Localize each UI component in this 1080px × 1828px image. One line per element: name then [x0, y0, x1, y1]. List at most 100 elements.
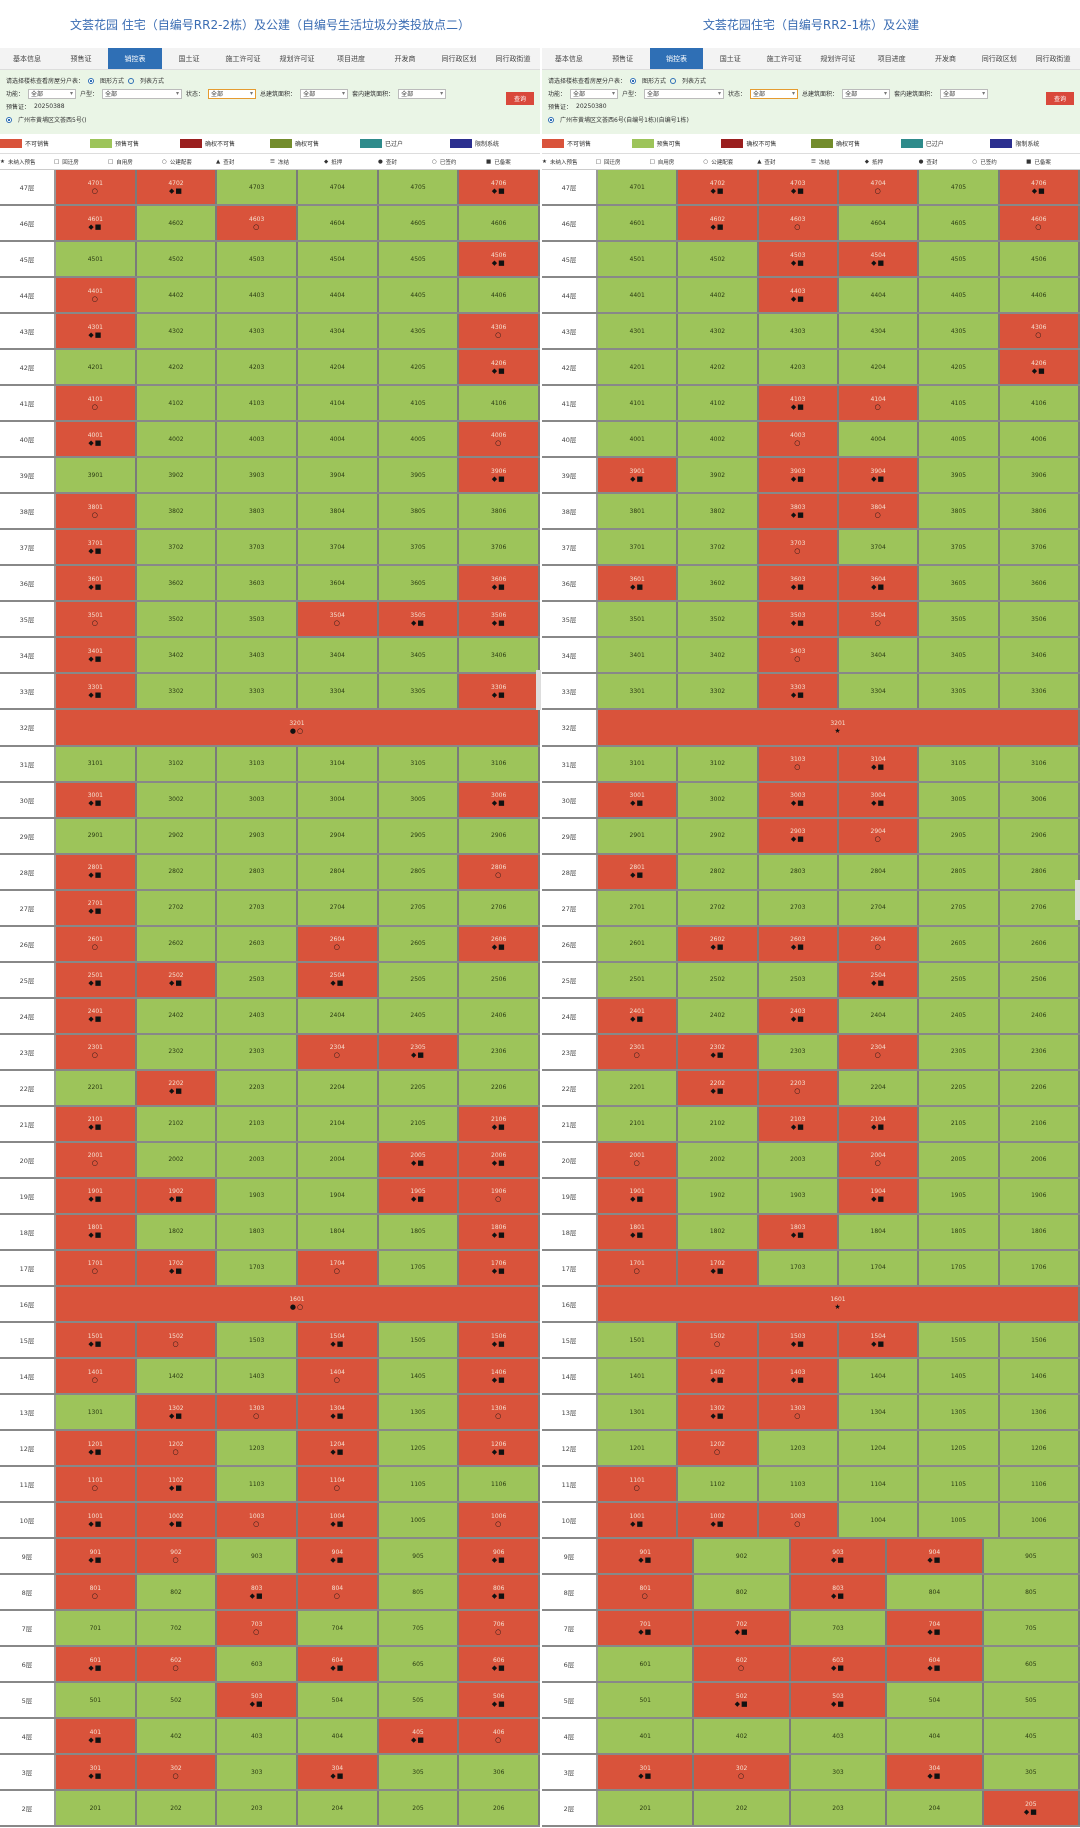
unit-cell[interactable]: 702 — [136, 1611, 218, 1646]
unit-cell[interactable]: 1801 ◆■ — [598, 1214, 679, 1249]
unit-cell[interactable]: 2006 ◆■ — [459, 1142, 540, 1177]
unit-cell[interactable]: 1304 ◆■ — [298, 1395, 379, 1430]
unit-cell[interactable]: 903 — [217, 1539, 299, 1574]
unit-cell[interactable]: 4302 — [678, 314, 759, 349]
unit-cell[interactable]: 1802 — [136, 1214, 218, 1249]
unit-cell[interactable]: 3105 — [378, 746, 460, 781]
unit-cell[interactable]: 2103 ◆■ — [758, 1106, 839, 1141]
unit-cell[interactable]: 3302 — [678, 674, 759, 709]
tab-9[interactable]: 同行政街道 — [1035, 54, 1071, 63]
unit-cell[interactable]: 2301 ○ — [598, 1034, 679, 1069]
unit-cell[interactable]: 1305 — [919, 1395, 1000, 1430]
unit-cell[interactable]: 4401 — [598, 278, 679, 313]
unit-cell[interactable]: 2005 — [919, 1142, 1000, 1177]
unit-cell[interactable]: 4204 — [298, 350, 379, 385]
unit-cell[interactable]: 2701 — [598, 890, 679, 925]
unit-cell[interactable]: 1404 ○ — [298, 1359, 379, 1394]
unit-cell[interactable]: 501 — [598, 1683, 695, 1718]
unit-cell[interactable]: 4106 — [999, 386, 1080, 421]
unit-cell[interactable]: 2706 — [999, 890, 1080, 925]
unit-cell[interactable]: 3301 ◆■ — [56, 674, 137, 709]
unit-cell[interactable]: 2705 — [919, 890, 1000, 925]
unit-cell[interactable]: 3405 — [919, 638, 1000, 673]
unit-cell[interactable]: 3601 ◆■ — [598, 566, 679, 601]
unit-cell[interactable]: 1204 ◆■ — [298, 1431, 379, 1466]
unit-cell[interactable]: 2901 — [56, 818, 137, 853]
unit-cell[interactable]: 2503 — [758, 962, 839, 997]
unit-cell[interactable]: 4704 ○ — [838, 170, 920, 205]
tab-6[interactable]: 项目进度 — [337, 54, 365, 63]
unit-cell[interactable]: 4205 — [919, 350, 1000, 385]
unit-cell[interactable]: 2904 — [298, 818, 379, 853]
unit-cell[interactable]: 3504 ○ — [298, 602, 379, 637]
unit-cell[interactable]: 1001 ◆■ — [56, 1503, 137, 1538]
unit-cell[interactable]: 903 ◆■ — [790, 1539, 888, 1574]
unit-cell[interactable]: 1203 — [217, 1431, 299, 1466]
unit-cell[interactable]: 1303 ○ — [217, 1395, 299, 1430]
unit-cell[interactable]: 3605 — [378, 566, 460, 601]
unit-cell[interactable]: 2501 — [598, 962, 679, 997]
unit-cell[interactable]: 406 ○ — [459, 1719, 540, 1754]
unit-cell[interactable]: 4402 — [136, 278, 218, 313]
unit-cell[interactable]: 2002 — [678, 1142, 759, 1177]
unit-cell[interactable]: 3801 ○ — [56, 494, 137, 529]
filter-status-select[interactable]: 全部 ▾ — [750, 88, 799, 99]
unit-cell[interactable]: 1501 ◆■ — [56, 1323, 137, 1358]
filter-inner-select[interactable]: 全部 ▾ — [398, 88, 447, 99]
unit-cell[interactable]: 3705 — [919, 530, 1000, 565]
unit-cell[interactable]: 1702 ◆■ — [136, 1250, 218, 1285]
unit-cell[interactable]: 4206 ◆■ — [999, 350, 1080, 385]
unit-cell[interactable]: 1404 — [838, 1359, 920, 1394]
unit-cell[interactable]: 2403 — [217, 998, 299, 1033]
unit-cell[interactable]: 2205 — [919, 1070, 1000, 1105]
unit-cell[interactable]: 3506 — [999, 602, 1080, 637]
unit-cell[interactable]: 1506 ◆■ — [459, 1323, 540, 1358]
unit-cell[interactable]: 3303 ◆■ — [758, 674, 839, 709]
unit-cell[interactable]: 602 ○ — [136, 1647, 218, 1682]
unit-cell[interactable]: 1004 — [838, 1503, 920, 1538]
unit-cell[interactable]: 4702 ◆■ — [678, 170, 759, 205]
unit-cell[interactable]: 4304 — [838, 314, 920, 349]
unit-cell[interactable]: 3002 — [678, 782, 759, 817]
unit-cell[interactable]: 4205 — [378, 350, 460, 385]
unit-cell[interactable]: 3901 ◆■ — [598, 458, 679, 493]
unit-cell[interactable]: 3706 — [999, 530, 1080, 565]
unit-cell[interactable]: 4702 ◆■ — [136, 170, 218, 205]
unit-cell[interactable]: 4503 — [217, 242, 299, 277]
unit-cell[interactable]: 305 — [378, 1755, 460, 1790]
unit-cell[interactable]: 3004 ◆■ — [838, 782, 920, 817]
unit-cell[interactable]: 3601 ◆■ — [56, 566, 137, 601]
unit-cell[interactable]: 901 ◆■ — [56, 1539, 137, 1574]
unit-cell[interactable]: 1005 — [919, 1503, 1000, 1538]
unit-cell[interactable]: 1105 — [919, 1467, 1000, 1502]
unit-cell[interactable]: 3706 — [459, 530, 540, 565]
unit-cell[interactable]: 1206 ◆■ — [459, 1431, 540, 1466]
unit-cell[interactable]: 3101 — [56, 746, 137, 781]
unit-cell[interactable]: 3802 — [678, 494, 759, 529]
unit-cell[interactable]: 3604 ◆■ — [838, 566, 920, 601]
unit-cell[interactable]: 3201 ★ — [598, 710, 1080, 745]
unit-cell[interactable]: 3405 — [378, 638, 460, 673]
unit-cell[interactable]: 902 — [694, 1539, 791, 1574]
unit-cell[interactable]: 2404 — [298, 998, 379, 1033]
unit-cell[interactable]: 3002 — [136, 782, 218, 817]
unit-cell[interactable]: 2102 — [136, 1106, 218, 1141]
unit-cell[interactable]: 1103 — [758, 1467, 839, 1502]
unit-cell[interactable]: 2603 — [217, 926, 299, 961]
unit-cell[interactable]: 1901 ◆■ — [598, 1178, 679, 1213]
unit-cell[interactable]: 4601 — [598, 206, 679, 241]
unit-cell[interactable]: 3702 — [678, 530, 759, 565]
unit-cell[interactable]: 2003 — [758, 1142, 839, 1177]
unit-cell[interactable]: 701 ◆■ — [598, 1611, 695, 1646]
unit-cell[interactable]: 2704 — [838, 890, 920, 925]
unit-cell[interactable]: 2601 ○ — [56, 926, 137, 961]
unit-cell[interactable]: 303 — [790, 1755, 888, 1790]
unit-cell[interactable]: 3903 — [217, 458, 299, 493]
unit-cell[interactable]: 2803 — [217, 854, 299, 889]
unit-cell[interactable]: 1204 — [838, 1431, 920, 1466]
unit-cell[interactable]: 3004 — [298, 782, 379, 817]
unit-cell[interactable]: 405 ◆■ — [378, 1719, 460, 1754]
unit-cell[interactable]: 3501 ○ — [56, 602, 137, 637]
radio-list-icon[interactable] — [128, 77, 135, 84]
unit-cell[interactable]: 2902 — [136, 818, 218, 853]
